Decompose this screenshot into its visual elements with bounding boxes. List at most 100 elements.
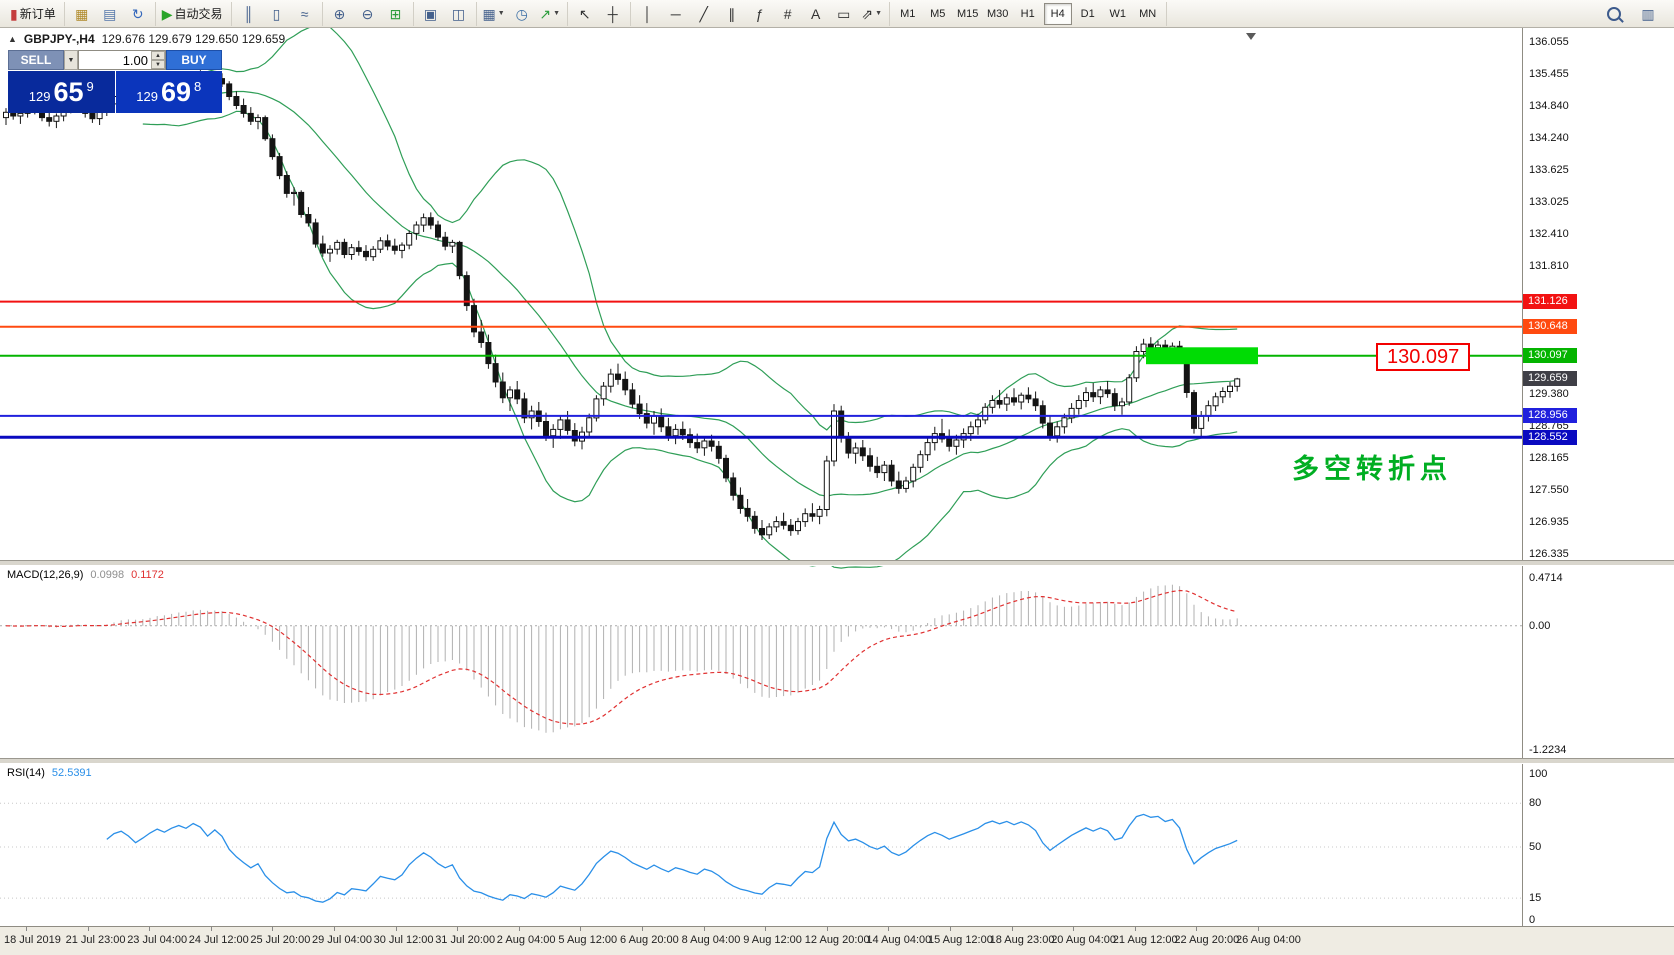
candle-body	[327, 248, 333, 254]
cursor-button[interactable]: ↖	[571, 3, 599, 25]
text-label-button[interactable]: ▭	[830, 3, 858, 25]
period-button[interactable]: ◷	[508, 3, 536, 25]
chart-area[interactable]: ▲ GBPJPY-,H4 129.676 129.679 129.650 129…	[0, 28, 1674, 955]
pane-divider[interactable]	[0, 560, 1674, 566]
toolbar-group: ⊕ ⊖ ⊞	[323, 1, 414, 26]
candle-body	[1191, 392, 1197, 429]
text-button[interactable]: A	[802, 3, 830, 25]
price-axis-label: 133.025	[1529, 195, 1569, 208]
channel-button[interactable]: ∥	[718, 3, 746, 25]
candle-body	[651, 415, 657, 424]
candle-body	[17, 112, 24, 117]
refresh-icon: ↻	[131, 5, 144, 22]
sell-price-sup: 9	[86, 79, 94, 94]
new-chart-dropdown-button[interactable]: ▦ ▼	[480, 3, 508, 25]
candle-body	[1025, 394, 1032, 400]
zoom-out-button[interactable]: ⊖	[354, 3, 382, 25]
macd-signal-line	[5, 589, 1238, 725]
trade-panel-options-button[interactable]: ▼	[64, 50, 78, 70]
rectangle-highlight-object[interactable]	[1146, 347, 1258, 365]
candle-body	[247, 112, 254, 122]
candle-body	[989, 400, 996, 408]
candle-body	[852, 447, 859, 454]
buy-price-prefix: 129	[136, 89, 158, 104]
time-axis-tick	[950, 927, 951, 931]
volume-decrease-button[interactable]: ▼	[151, 60, 165, 69]
timeframe-w1-button[interactable]: W1	[1109, 7, 1126, 20]
candle-body	[233, 96, 240, 106]
trendline-icon: ╱	[699, 5, 708, 22]
new-chart-button[interactable]: ▦	[68, 3, 96, 25]
price-axis-label: 135.455	[1529, 67, 1569, 80]
candles	[3, 70, 1241, 540]
toolbar-group: ║ ▯ ≈	[232, 1, 323, 26]
candle-body	[1018, 394, 1025, 403]
price-callout-label[interactable]: 130.097	[1376, 342, 1471, 371]
candle-body	[89, 112, 96, 120]
line-chart-button[interactable]: ≈	[291, 3, 319, 25]
timeframe-mn-button[interactable]: MN	[1139, 7, 1157, 20]
macd-axis-label: 0.00	[1529, 619, 1551, 632]
buy-price-box[interactable]: 129 69 8	[115, 71, 222, 113]
candle-body	[622, 378, 629, 391]
bar-chart-button[interactable]: ║	[235, 3, 263, 25]
volume-increase-button[interactable]: ▲	[151, 51, 165, 60]
timeframe-d1-button[interactable]: D1	[1080, 7, 1095, 20]
new-order-label: 新订单	[19, 7, 56, 21]
horizontal-line-button[interactable]: ─	[662, 3, 690, 25]
time-axis-tick	[703, 927, 705, 931]
sell-price-box[interactable]: 129 65 9	[8, 71, 115, 113]
sell-button[interactable]: SELL	[8, 50, 64, 70]
indicators-button[interactable]: ↗ ▼	[536, 3, 564, 25]
collapse-chart-icon[interactable]: ▲	[8, 34, 17, 44]
time-axis-label: 18 Aug 23:00	[989, 934, 1055, 946]
candle-body	[427, 217, 434, 226]
candle-body	[3, 111, 9, 119]
data-window-icon: ▥	[1641, 5, 1655, 22]
candle-body	[384, 240, 391, 247]
fibonacci-button[interactable]: ƒ	[746, 3, 774, 25]
price-line-badge: 128.552	[1523, 429, 1577, 445]
channel-icon: ∥	[728, 5, 736, 22]
data-window-button[interactable]: ▥	[1634, 3, 1662, 25]
pane-divider[interactable]	[0, 758, 1674, 764]
arrows-icon: ⇗	[861, 5, 874, 22]
zoom-in-button[interactable]: ⊕	[326, 3, 354, 25]
volume-input[interactable]	[78, 50, 166, 70]
candlestick-chart-button[interactable]: ▯	[263, 3, 291, 25]
grid-button[interactable]: ⊞	[382, 3, 410, 25]
price-chart-canvas[interactable]	[0, 28, 1522, 926]
new-order-button[interactable]: ▮ 新订单	[7, 3, 61, 25]
chart-annotation-text[interactable]: 多空转折点	[1292, 454, 1452, 485]
shapes-icon: #	[783, 5, 792, 22]
shapes-button[interactable]: #	[774, 3, 802, 25]
candle-body	[759, 528, 765, 536]
cascade-windows-button[interactable]: ▣	[417, 3, 445, 25]
one-click-trade-panel: SELL ▼ ▲ ▼ BUY 129 65 9 129	[8, 50, 222, 113]
timeframe-m30-button[interactable]: M30	[987, 7, 1009, 20]
candle-body	[795, 521, 801, 532]
buy-button[interactable]: BUY	[166, 50, 222, 70]
profiles-button[interactable]: ▤	[96, 3, 124, 25]
time-axis-tick	[210, 927, 212, 931]
macd-pane	[0, 584, 1522, 733]
tile-windows-button[interactable]: ◫	[445, 3, 473, 25]
timeframe-m1-button[interactable]: M1	[900, 7, 916, 20]
timeframe-m5-button[interactable]: M5	[930, 7, 946, 20]
candle-body	[996, 400, 1003, 405]
chart-shift-marker[interactable]	[1246, 33, 1256, 40]
timeframe-h4-button[interactable]: H4	[1043, 2, 1072, 25]
timeframe-h1-button[interactable]: H1	[1020, 7, 1035, 20]
autotrading-button[interactable]: ▶ 自动交易	[159, 3, 228, 25]
time-axis-tick	[1258, 927, 1259, 931]
price-axis-label: 128.165	[1529, 451, 1569, 464]
timeframe-m15-button[interactable]: M15	[957, 7, 979, 20]
trendline-button[interactable]: ╱	[690, 3, 718, 25]
candle-body	[276, 156, 283, 177]
search-button[interactable]	[1600, 3, 1628, 25]
candle-body	[946, 438, 953, 447]
refresh-button[interactable]: ↻	[124, 3, 152, 25]
arrows-button[interactable]: ⇗ ▼	[858, 3, 886, 25]
crosshair-button[interactable]: ┼	[599, 3, 627, 25]
vertical-line-button[interactable]: │	[634, 3, 662, 25]
